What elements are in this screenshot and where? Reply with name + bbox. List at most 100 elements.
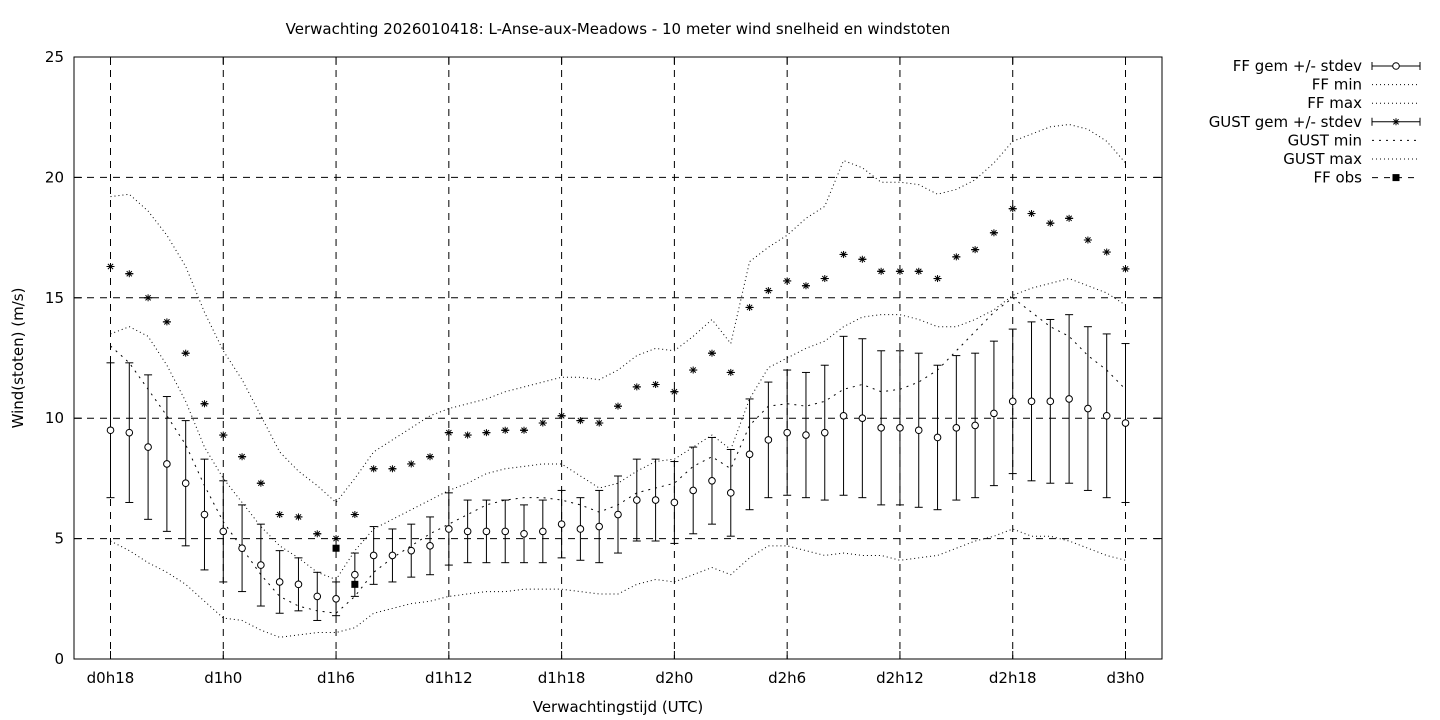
- gust-gem-point: [896, 267, 904, 275]
- x-tick-label: d1h0: [204, 669, 242, 687]
- gust-gem-point: [219, 431, 227, 439]
- ff-obs-point: [351, 580, 359, 588]
- ff-gem-point: [933, 433, 942, 442]
- legend-label: FF min: [1312, 76, 1362, 94]
- ff-gem-point: [275, 578, 284, 586]
- gust-gem-point: [858, 255, 866, 263]
- gust-gem-point: [558, 412, 566, 420]
- gust-gem-point: [633, 383, 641, 391]
- ff-gem-point: [1008, 397, 1017, 406]
- gust-gem-point: [821, 275, 829, 283]
- legend-label: GUST max: [1283, 150, 1362, 168]
- legend-label: FF obs: [1313, 169, 1362, 187]
- y-tick-label: 20: [45, 168, 64, 186]
- gust-gem-point: [501, 426, 509, 434]
- gust-gem-point: [727, 368, 735, 376]
- x-tick-label: d3h0: [1106, 669, 1144, 687]
- gust-gem-point: [990, 229, 998, 237]
- gust-gem-point: [332, 535, 340, 543]
- gust-gem-point: [125, 270, 133, 278]
- gust-gem-point: [1103, 248, 1111, 256]
- gust-gem-point: [614, 402, 622, 410]
- grid-lines: [74, 57, 1162, 659]
- ff-gem-point: [1084, 404, 1092, 413]
- legend-label: FF gem +/- stdev: [1233, 57, 1362, 75]
- gust-gem-point: [971, 246, 979, 254]
- x-tick-label: d2h6: [768, 669, 806, 687]
- ff-gem-point: [181, 479, 190, 488]
- ff-gem-point: [200, 510, 209, 519]
- ff-gem-point: [858, 414, 867, 423]
- ff-gem-point: [990, 409, 998, 418]
- ff-gem-point: [369, 551, 378, 560]
- x-tick-label: d1h6: [317, 669, 355, 687]
- gust-gem-point: [840, 250, 848, 258]
- ff-gem-point: [332, 595, 340, 603]
- legend-label: GUST gem +/- stdev: [1209, 113, 1362, 131]
- ff-gem-point: [257, 561, 265, 569]
- error-bars: [106, 208, 1130, 621]
- gust-gem-point: [426, 453, 434, 461]
- min-max-bands: [110, 123, 1126, 638]
- ff-gem-point: [557, 520, 566, 528]
- gust-gem-point: [708, 349, 716, 357]
- ff-gem-point: [238, 544, 246, 553]
- x-tick-label: d0h18: [87, 669, 135, 687]
- ff-min-line: [110, 528, 1126, 638]
- ff-gem-point: [501, 527, 510, 536]
- y-tick-label: 25: [45, 48, 64, 66]
- y-tick-label: 10: [45, 409, 64, 427]
- ff-gem-point: [125, 428, 134, 437]
- ff-gem-point: [520, 529, 528, 538]
- y-tick-label: 0: [54, 650, 64, 668]
- chart-title: Verwachting 2026010418: L-Anse-aux-Meado…: [286, 20, 951, 38]
- ff-gem-point: [106, 426, 115, 435]
- ff-gem-point: [802, 431, 810, 439]
- gust-gem-point: [276, 511, 284, 519]
- x-tick-label: d2h0: [655, 669, 693, 687]
- ff-gem-point: [163, 460, 171, 468]
- gust-gem-point: [294, 513, 302, 521]
- ff-gem-point: [463, 527, 472, 536]
- legend-label: GUST min: [1288, 131, 1362, 149]
- gust-gem-point: [107, 262, 114, 270]
- gust-max-line: [110, 123, 1126, 504]
- gust-gem-point: [257, 479, 265, 487]
- gust-gem-point: [445, 429, 453, 437]
- gust-gem-point: [576, 417, 584, 425]
- gust-gem-point: [1046, 219, 1054, 227]
- data-markers: [106, 205, 1130, 603]
- y-axis-label: Wind(stoten) (m/s): [9, 288, 27, 429]
- gust-gem-point: [1028, 210, 1036, 218]
- ff-gem-point: [839, 411, 848, 420]
- gust-gem-point: [877, 267, 885, 275]
- legend-marker: [1392, 174, 1400, 182]
- gust-gem-point: [388, 465, 396, 473]
- ff-gem-point: [745, 450, 754, 459]
- ff-gem-point: [482, 527, 491, 536]
- ff-gem-point: [1046, 397, 1055, 406]
- x-tick-label: d1h12: [425, 669, 473, 687]
- ff-gem-point: [726, 489, 735, 497]
- ff-gem-point: [896, 424, 904, 432]
- axis-ticks: 0 5 10 15 20 25 d0h18 d1h0 d1h6 d1h12 d1h18 d2h0 d2h…: [45, 48, 1162, 687]
- ff-gem-point: [820, 428, 829, 437]
- gust-gem-point: [1065, 214, 1073, 222]
- ff-gem-point: [219, 527, 228, 536]
- ff-gem-point: [1027, 397, 1036, 406]
- gust-gem-point: [783, 277, 791, 285]
- x-tick-label: d1h18: [538, 669, 586, 687]
- ff-gem-point: [651, 496, 660, 504]
- ff-obs-point: [332, 544, 340, 552]
- ff-gem-point: [670, 498, 679, 507]
- gust-gem-point: [520, 426, 528, 434]
- ff-gem-point: [351, 570, 359, 579]
- ff-gem-point: [689, 486, 697, 495]
- ff-gem-point: [783, 428, 791, 437]
- ff-gem-point: [952, 424, 961, 432]
- ff-gem-point: [445, 525, 453, 533]
- ff-gem-point: [294, 580, 303, 589]
- ff-gem-point: [595, 522, 604, 531]
- gust-gem-point: [163, 318, 171, 326]
